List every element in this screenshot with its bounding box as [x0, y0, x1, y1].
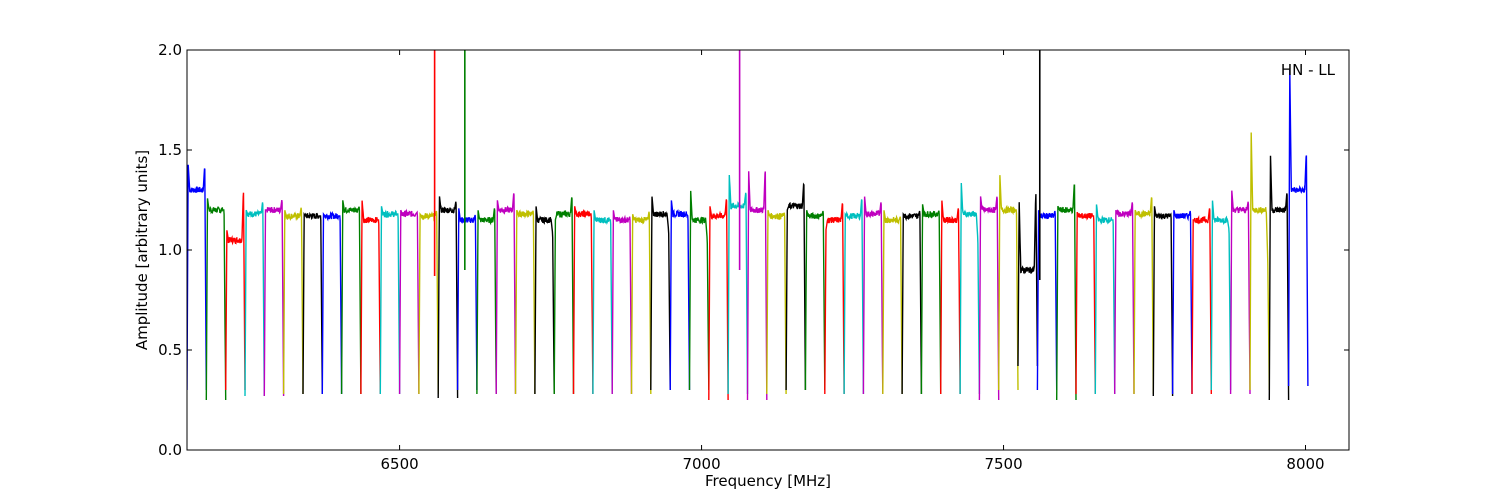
- channel-line-7: [321, 210, 343, 395]
- channel-line-34: [843, 199, 865, 395]
- channel-line-56: [1268, 155, 1290, 401]
- channel-line-32: [804, 210, 826, 391]
- x-tick-label-2: 7500: [984, 455, 1022, 473]
- channel-line-38: [920, 204, 942, 395]
- channel-line-26: [688, 190, 710, 391]
- channel-line-51: [1171, 210, 1193, 395]
- channel-line-24: [650, 196, 671, 391]
- channel-line-40: [959, 182, 981, 395]
- channel-line-0: [187, 164, 207, 391]
- channel-line-10: [379, 206, 401, 395]
- y-tick-label-4: 2.0: [158, 41, 182, 59]
- channel-line-44: [1036, 210, 1058, 391]
- x-tick-label-1: 7000: [682, 455, 720, 473]
- channel-line-49: [1133, 197, 1155, 395]
- channel-line-19: [553, 197, 575, 395]
- channel-line-46: [1075, 211, 1097, 395]
- channel-line-43: [1017, 194, 1039, 367]
- channel-line-3: [244, 202, 265, 397]
- channel-line-13: [437, 196, 459, 399]
- channel-line-42: [998, 175, 1019, 391]
- channel-line-37: [901, 210, 923, 395]
- plot-lines: [187, 50, 1309, 401]
- channel-line-9: [360, 200, 381, 395]
- channel-line-48: [1113, 202, 1135, 395]
- x-tick-label-0: 6500: [380, 455, 418, 473]
- channel-line-4: [263, 200, 285, 397]
- channel-line-53: [1210, 200, 1232, 391]
- channel-line-14: [456, 208, 478, 391]
- channel-line-16: [495, 193, 517, 395]
- x-tick-label-3: 8000: [1286, 455, 1324, 473]
- channel-line-39: [940, 200, 961, 395]
- channel-line-28: [727, 174, 749, 395]
- channel-line-23: [630, 211, 652, 395]
- channel-line-2: [225, 192, 246, 391]
- channel-line-29: [746, 171, 768, 401]
- channel-line-25: [669, 200, 691, 391]
- channel-line-8: [340, 200, 362, 395]
- channel-line-52: [1191, 208, 1213, 395]
- channel-line-20: [572, 206, 594, 395]
- channel-line-5: [282, 207, 304, 395]
- channel-line-55: [1249, 132, 1270, 391]
- channel-line-57: [1287, 69, 1309, 387]
- y-tick-label-2: 1.0: [158, 241, 182, 259]
- channel-line-36: [882, 210, 903, 395]
- y-tick-label-1: 0.5: [158, 341, 182, 359]
- channel-line-30: [766, 210, 787, 395]
- channel-line-21: [592, 210, 613, 395]
- channel-line-50: [1152, 206, 1174, 397]
- channel-line-31: [785, 182, 807, 391]
- channel-line-15: [476, 208, 497, 395]
- y-tick-label-3: 1.5: [158, 141, 182, 159]
- channel-line-35: [862, 196, 884, 395]
- channel-line-41: [978, 196, 1000, 401]
- channel-line-18: [534, 206, 555, 395]
- channel-line-1: [205, 198, 227, 401]
- channel-line-54: [1229, 190, 1251, 395]
- axis-ticks: 6500 7000 7500 8000 0.0 0.5 1.0 1.5 2.0: [158, 41, 1349, 473]
- channel-line-17: [514, 209, 536, 395]
- channel-line-27: [708, 199, 729, 401]
- y-tick-label-0: 0.0: [158, 441, 182, 459]
- x-axis-label: Frequency [MHz]: [705, 472, 831, 490]
- channel-line-45: [1055, 184, 1077, 401]
- channel-line-33: [824, 203, 845, 395]
- channel-line-6: [302, 211, 323, 395]
- y-axis-label: Amplitude [arbitrary units]: [133, 150, 151, 350]
- plot-annotation: HN - LL: [1281, 61, 1336, 79]
- channel-line-22: [611, 210, 633, 395]
- channel-line-47: [1094, 204, 1116, 395]
- channel-line-11: [398, 208, 420, 395]
